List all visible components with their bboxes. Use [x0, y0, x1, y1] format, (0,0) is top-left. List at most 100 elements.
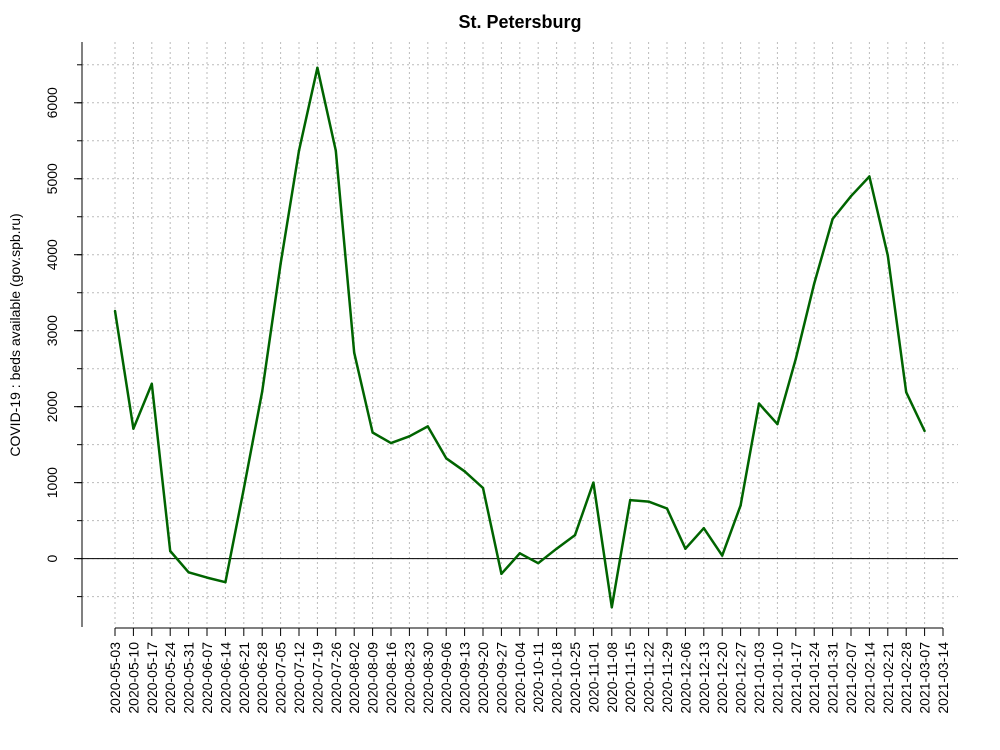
data-point: [610, 606, 613, 609]
x-tick-label: 2020-07-05: [273, 642, 289, 714]
series-layer: [113, 66, 926, 609]
data-point: [297, 149, 301, 152]
x-tick-label: 2020-08-23: [401, 642, 417, 714]
data-point: [794, 357, 797, 361]
x-tick-label: 2020-10-18: [549, 642, 565, 714]
x-tick-label: 2021-01-03: [751, 642, 767, 714]
data-point: [647, 500, 650, 503]
x-tick-label: 2020-05-10: [125, 642, 141, 714]
grid: [82, 42, 958, 627]
data-point: [132, 427, 135, 430]
x-tick-label: 2021-03-14: [935, 642, 951, 714]
data-point: [481, 486, 485, 490]
x-tick-label: 2021-02-07: [843, 642, 859, 714]
data-point: [813, 282, 816, 285]
y-tick-label: 3000: [44, 315, 60, 346]
x-tick-label: 2020-11-22: [641, 642, 657, 713]
y-tick-label: 1000: [44, 467, 60, 498]
x-tick-label: 2020-08-30: [420, 642, 436, 714]
x-tick-label: 2021-01-24: [806, 642, 822, 714]
x-tick-label: 2020-09-27: [493, 642, 509, 714]
data-point: [242, 487, 245, 490]
x-tick-label: 2020-07-19: [309, 642, 325, 714]
x-tick-label: 2021-02-28: [898, 642, 914, 714]
data-point: [279, 262, 282, 266]
data-point: [721, 554, 724, 557]
x-tick-label: 2020-11-01: [585, 642, 601, 713]
x-tick-label: 2021-01-31: [825, 642, 841, 714]
data-point: [316, 66, 319, 70]
data-point: [518, 552, 521, 555]
x-tick-label: 2020-05-17: [144, 642, 160, 714]
x-tick-label: 2020-10-11: [530, 642, 546, 713]
y-tick-label: 0: [44, 555, 60, 563]
x-tick-label: 2020-12-27: [733, 642, 749, 714]
data-point: [150, 382, 153, 386]
x-tick-label: 2021-03-07: [917, 642, 933, 714]
chart-title: St. Petersburg: [458, 12, 581, 32]
x-tick-label: 2020-08-16: [383, 642, 399, 714]
data-point: [463, 470, 466, 473]
x-tick-label: 2020-05-03: [107, 642, 123, 714]
x-tick-label: 2020-10-04: [512, 642, 528, 714]
x-tick-label: 2020-12-13: [696, 642, 712, 714]
x-tick-label: 2021-02-21: [880, 642, 896, 714]
y-tick-label: 4000: [44, 239, 60, 270]
x-tick-label: 2020-06-28: [254, 642, 270, 714]
data-point: [905, 391, 908, 394]
data-point: [500, 572, 503, 576]
x-tick-label: 2020-08-02: [346, 642, 362, 714]
x-tick-label: 2020-12-06: [677, 642, 693, 714]
x-tick-label: 2020-11-15: [622, 642, 638, 713]
data-point: [757, 402, 761, 405]
x-tick-label: 2020-10-25: [567, 642, 583, 714]
data-point: [113, 309, 117, 313]
x-tick-label: 2020-07-12: [291, 642, 307, 714]
x-tick-label: 2021-01-10: [769, 642, 785, 714]
data-point: [868, 175, 871, 178]
data-point: [665, 507, 669, 510]
data-point: [408, 435, 411, 438]
data-point: [224, 580, 227, 584]
data-point: [334, 149, 337, 152]
x-tick-label: 2020-06-07: [199, 642, 215, 714]
data-point: [205, 576, 209, 579]
data-point: [555, 547, 558, 550]
data-point: [684, 547, 687, 550]
data-point: [169, 549, 172, 553]
data-point: [849, 195, 853, 198]
data-point: [629, 498, 632, 502]
x-tick-label: 2020-08-09: [365, 642, 381, 714]
data-point: [261, 390, 264, 393]
y-tick-label: 6000: [44, 87, 60, 118]
data-point: [537, 561, 540, 565]
x-tick-label: 2020-05-31: [181, 642, 197, 714]
data-point: [426, 425, 429, 428]
x-tick-label: 2020-11-08: [604, 642, 620, 713]
data-point: [831, 217, 834, 221]
y-tick-label: 2000: [44, 391, 60, 422]
data-point: [923, 429, 926, 433]
x-tick-label: 2020-11-29: [659, 642, 675, 713]
data-point: [739, 504, 742, 507]
y-tick-label: 5000: [44, 163, 60, 194]
data-point: [592, 481, 595, 484]
x-tick-label: 2020-09-20: [475, 642, 491, 714]
x-tick-label: 2020-09-06: [438, 642, 454, 714]
data-point: [702, 527, 705, 530]
data-point: [389, 441, 393, 445]
data-point: [886, 254, 889, 257]
data-point: [353, 351, 356, 354]
x-tick-label: 2020-09-13: [457, 642, 473, 714]
data-point: [776, 422, 779, 426]
data-point: [187, 571, 190, 574]
y-axis-label: COVID-19 : beds available (gov.spb.ru): [7, 213, 23, 456]
data-point: [573, 533, 577, 537]
x-tick-label: 2020-05-24: [162, 642, 178, 714]
x-tick-label: 2021-01-17: [788, 642, 804, 714]
x-tick-label: 2020-07-26: [328, 642, 344, 714]
x-tick-label: 2020-12-20: [714, 642, 730, 714]
x-tick-label: 2020-06-14: [217, 642, 233, 714]
